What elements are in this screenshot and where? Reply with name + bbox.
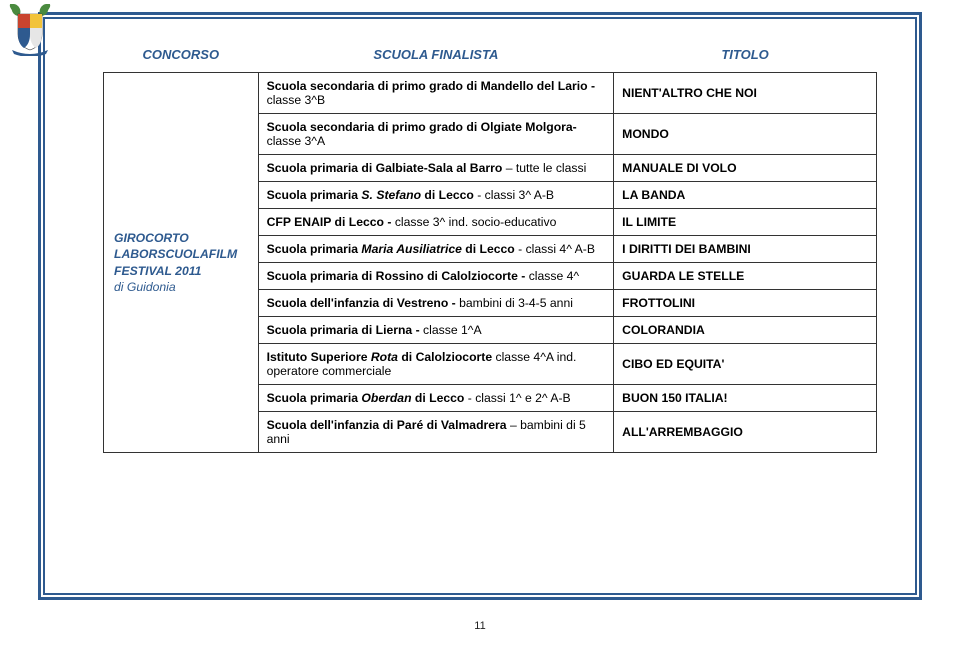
school-cell: Scuola primaria di Galbiate-Sala al Barr…	[258, 155, 614, 182]
title-cell: FROTTOLINI	[614, 290, 877, 317]
title-cell: ALL'ARREMBAGGIO	[614, 412, 877, 453]
results-table: CONCORSO SCUOLA FINALISTA TITOLO GIROCOR…	[103, 41, 877, 453]
school-cell: Scuola dell'infanzia di Vestreno - bambi…	[258, 290, 614, 317]
title-cell: CIBO ED EQUITA'	[614, 344, 877, 385]
school-cell: Scuola primaria Oberdan di Lecco - class…	[258, 385, 614, 412]
col-header-concorso: CONCORSO	[104, 41, 259, 73]
title-cell: GUARDA LE STELLE	[614, 263, 877, 290]
section-line: LABORSCUOLAFILM	[114, 247, 237, 261]
crest-logo	[8, 4, 52, 56]
title-cell: NIENT'ALTRO CHE NOI	[614, 73, 877, 114]
section-line: FESTIVAL 2011	[114, 264, 201, 278]
title-cell: MANUALE DI VOLO	[614, 155, 877, 182]
page-number: 11	[0, 620, 960, 632]
table-row: GIROCORTOLABORSCUOLAFILMFESTIVAL 2011di …	[104, 73, 877, 114]
page-border: CONCORSO SCUOLA FINALISTA TITOLO GIROCOR…	[38, 12, 922, 600]
school-cell: Istituto Superiore Rota di Calolziocorte…	[258, 344, 614, 385]
col-header-scuola: SCUOLA FINALISTA	[258, 41, 614, 73]
title-cell: COLORANDIA	[614, 317, 877, 344]
title-cell: LA BANDA	[614, 182, 877, 209]
school-cell: Scuola primaria Maria Ausiliatrice di Le…	[258, 236, 614, 263]
school-cell: Scuola secondaria di primo grado di Mand…	[258, 73, 614, 114]
title-cell: MONDO	[614, 114, 877, 155]
school-cell: Scuola primaria di Lierna - classe 1^A	[258, 317, 614, 344]
title-cell: BUON 150 ITALIA!	[614, 385, 877, 412]
section-line: di Guidonia	[114, 280, 176, 294]
school-cell: Scuola dell'infanzia di Paré di Valmadre…	[258, 412, 614, 453]
title-cell: I DIRITTI DEI BAMBINI	[614, 236, 877, 263]
school-cell: Scuola primaria di Rossino di Calolzioco…	[258, 263, 614, 290]
col-header-titolo: TITOLO	[614, 41, 877, 73]
school-cell: Scuola secondaria di primo grado di Olgi…	[258, 114, 614, 155]
section-label: GIROCORTO LABORSCUOLAFILM FESTIVAL 2011 di …	[104, 73, 259, 453]
section-line: GIROCORTO	[114, 231, 189, 245]
school-cell: Scuola primaria S. Stefano di Lecco - cl…	[258, 182, 614, 209]
title-cell: IL LIMITE	[614, 209, 877, 236]
school-cell: CFP ENAIP di Lecco - classe 3^ ind. soci…	[258, 209, 614, 236]
